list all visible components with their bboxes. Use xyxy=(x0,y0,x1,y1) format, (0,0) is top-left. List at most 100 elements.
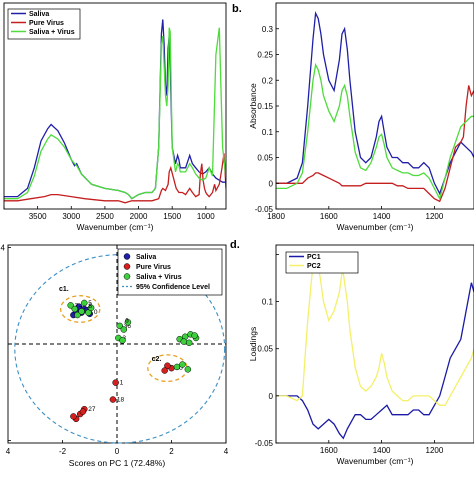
x-tick-label: 3000 xyxy=(62,212,80,221)
legend-entry-label: 95% Confidence Level xyxy=(136,284,210,291)
scatter-point xyxy=(161,367,168,374)
scatter-point xyxy=(85,309,92,316)
x-tick-label: -2 xyxy=(59,447,67,456)
point-label: 1 xyxy=(120,380,124,387)
legend-entry-label: Saliva + Virus xyxy=(29,29,75,36)
legend-swatch xyxy=(123,253,131,260)
x-tick-label: 1400 xyxy=(373,212,391,221)
legend-entry-label: PC2 xyxy=(307,263,321,270)
legend-box xyxy=(285,251,359,274)
cluster-label: c1. xyxy=(59,286,69,293)
point-label: 27 xyxy=(88,406,96,413)
series-line-pure-virus xyxy=(4,153,226,204)
x-tick-label: 1500 xyxy=(163,212,181,221)
y-tick-label: -0.05 xyxy=(255,439,274,448)
x-tick-label: 1600 xyxy=(320,446,338,455)
scatter-point xyxy=(79,408,87,415)
legend-entry-label: Saliva + Virus xyxy=(136,274,182,281)
series-line-pure-virus xyxy=(276,85,474,203)
legend-entry-label: Pure Virus xyxy=(29,20,64,27)
scatter-point xyxy=(71,305,79,313)
x-tick-label: 4 xyxy=(224,447,229,456)
y-tick-label: 0.2 xyxy=(262,76,274,85)
point-label: 0 xyxy=(94,309,98,316)
x-tick-label: 1400 xyxy=(373,446,391,455)
scatter-point xyxy=(173,363,181,371)
scatter-point xyxy=(81,299,88,307)
plot-area xyxy=(276,251,474,440)
series-line-pc2 xyxy=(276,251,474,406)
point-label: 36 xyxy=(124,323,132,330)
x-tick-label: 2000 xyxy=(130,212,148,221)
y-axis-label: Absorbance xyxy=(248,83,258,129)
plot-frame xyxy=(275,244,474,444)
scatter-point xyxy=(184,366,192,373)
legend-entry-label: Saliva xyxy=(136,254,156,261)
scatter-point xyxy=(109,396,117,403)
x-axis-label: Wavenumber (cm⁻¹) xyxy=(337,222,414,232)
x-tick-label: 1800 xyxy=(267,212,285,221)
legend-box xyxy=(117,248,223,296)
point-label: 2 xyxy=(75,302,79,309)
x-tick-label: 4 xyxy=(6,447,11,456)
y-tick-label: 0.1 xyxy=(262,298,274,307)
y-tick-label: 0.05 xyxy=(257,345,273,354)
y-tick-label: 0 xyxy=(269,392,274,401)
legend-swatch xyxy=(123,273,131,280)
scatter-point xyxy=(67,302,74,309)
scatter-point xyxy=(180,338,188,345)
legend-entry-label: Pure Virus xyxy=(136,264,171,271)
scatter-point xyxy=(119,337,126,344)
point-label: 8 xyxy=(88,303,92,310)
scatter-point xyxy=(124,319,132,326)
y-tick-label: 0.1 xyxy=(262,128,274,137)
series-line-saliva-virus xyxy=(276,62,474,201)
x-tick-label: 1200 xyxy=(426,212,444,221)
scatter-point xyxy=(179,361,186,368)
series-line-saliva-virus xyxy=(4,27,226,200)
plot-area xyxy=(276,11,474,203)
x-tick-label: 1600 xyxy=(320,212,338,221)
y-tick-label: 0.25 xyxy=(257,51,273,60)
series-line-pc1 xyxy=(276,282,474,440)
scatter-point xyxy=(87,304,95,312)
point-label: 6 xyxy=(125,317,129,324)
scatter-point xyxy=(70,413,77,420)
series-line-saliva xyxy=(4,19,226,200)
x-tick-label: 1200 xyxy=(426,446,444,455)
y-tick-label: 0 xyxy=(269,179,274,188)
point-label: 18 xyxy=(117,397,125,404)
y-axis-label: Loadings xyxy=(248,327,258,362)
x-axis-label: Scores on PC 1 (72.48%) xyxy=(69,458,166,468)
plot-area xyxy=(4,19,226,204)
scatter-point xyxy=(74,311,81,319)
legend-swatch xyxy=(123,263,131,270)
y-tick-label: 0.15 xyxy=(257,102,273,111)
x-tick-label: 2 xyxy=(169,447,174,456)
x-tick-label: 1000 xyxy=(197,212,215,221)
x-axis-label: Wavenumber (cm⁻¹) xyxy=(77,222,154,232)
y-tick-label: 0.05 xyxy=(257,154,273,163)
y-tick-label: -0.05 xyxy=(255,205,274,214)
x-tick-label: 0 xyxy=(115,447,120,456)
scatter-point xyxy=(185,339,193,347)
legend-entry-label: Saliva xyxy=(29,11,49,18)
cluster-label: c2. xyxy=(152,356,162,363)
y-tick-label: 4 xyxy=(1,243,6,252)
plot-frame xyxy=(275,2,474,210)
point-label: 5 xyxy=(88,300,92,307)
scatter-point xyxy=(120,326,128,333)
cluster-circle xyxy=(59,295,101,323)
scatter-point xyxy=(191,332,198,339)
panel-b: 1800 1600 1400 1200 -0.05 0 0.05 0.1 0.15 0.2 0.25… xyxy=(248,2,474,232)
x-axis-label: Wavenumber (cm⁻¹) xyxy=(337,456,414,466)
panel-letter-d: d. xyxy=(230,239,240,251)
scatter-point xyxy=(78,308,85,315)
confidence-ellipse xyxy=(14,254,226,444)
panel-a: 3500 3000 2500 2000 1500 1000 Wavenumber (cm⁻¹… xyxy=(3,2,227,232)
scatter-point xyxy=(116,322,123,330)
scatter-point xyxy=(112,379,119,386)
